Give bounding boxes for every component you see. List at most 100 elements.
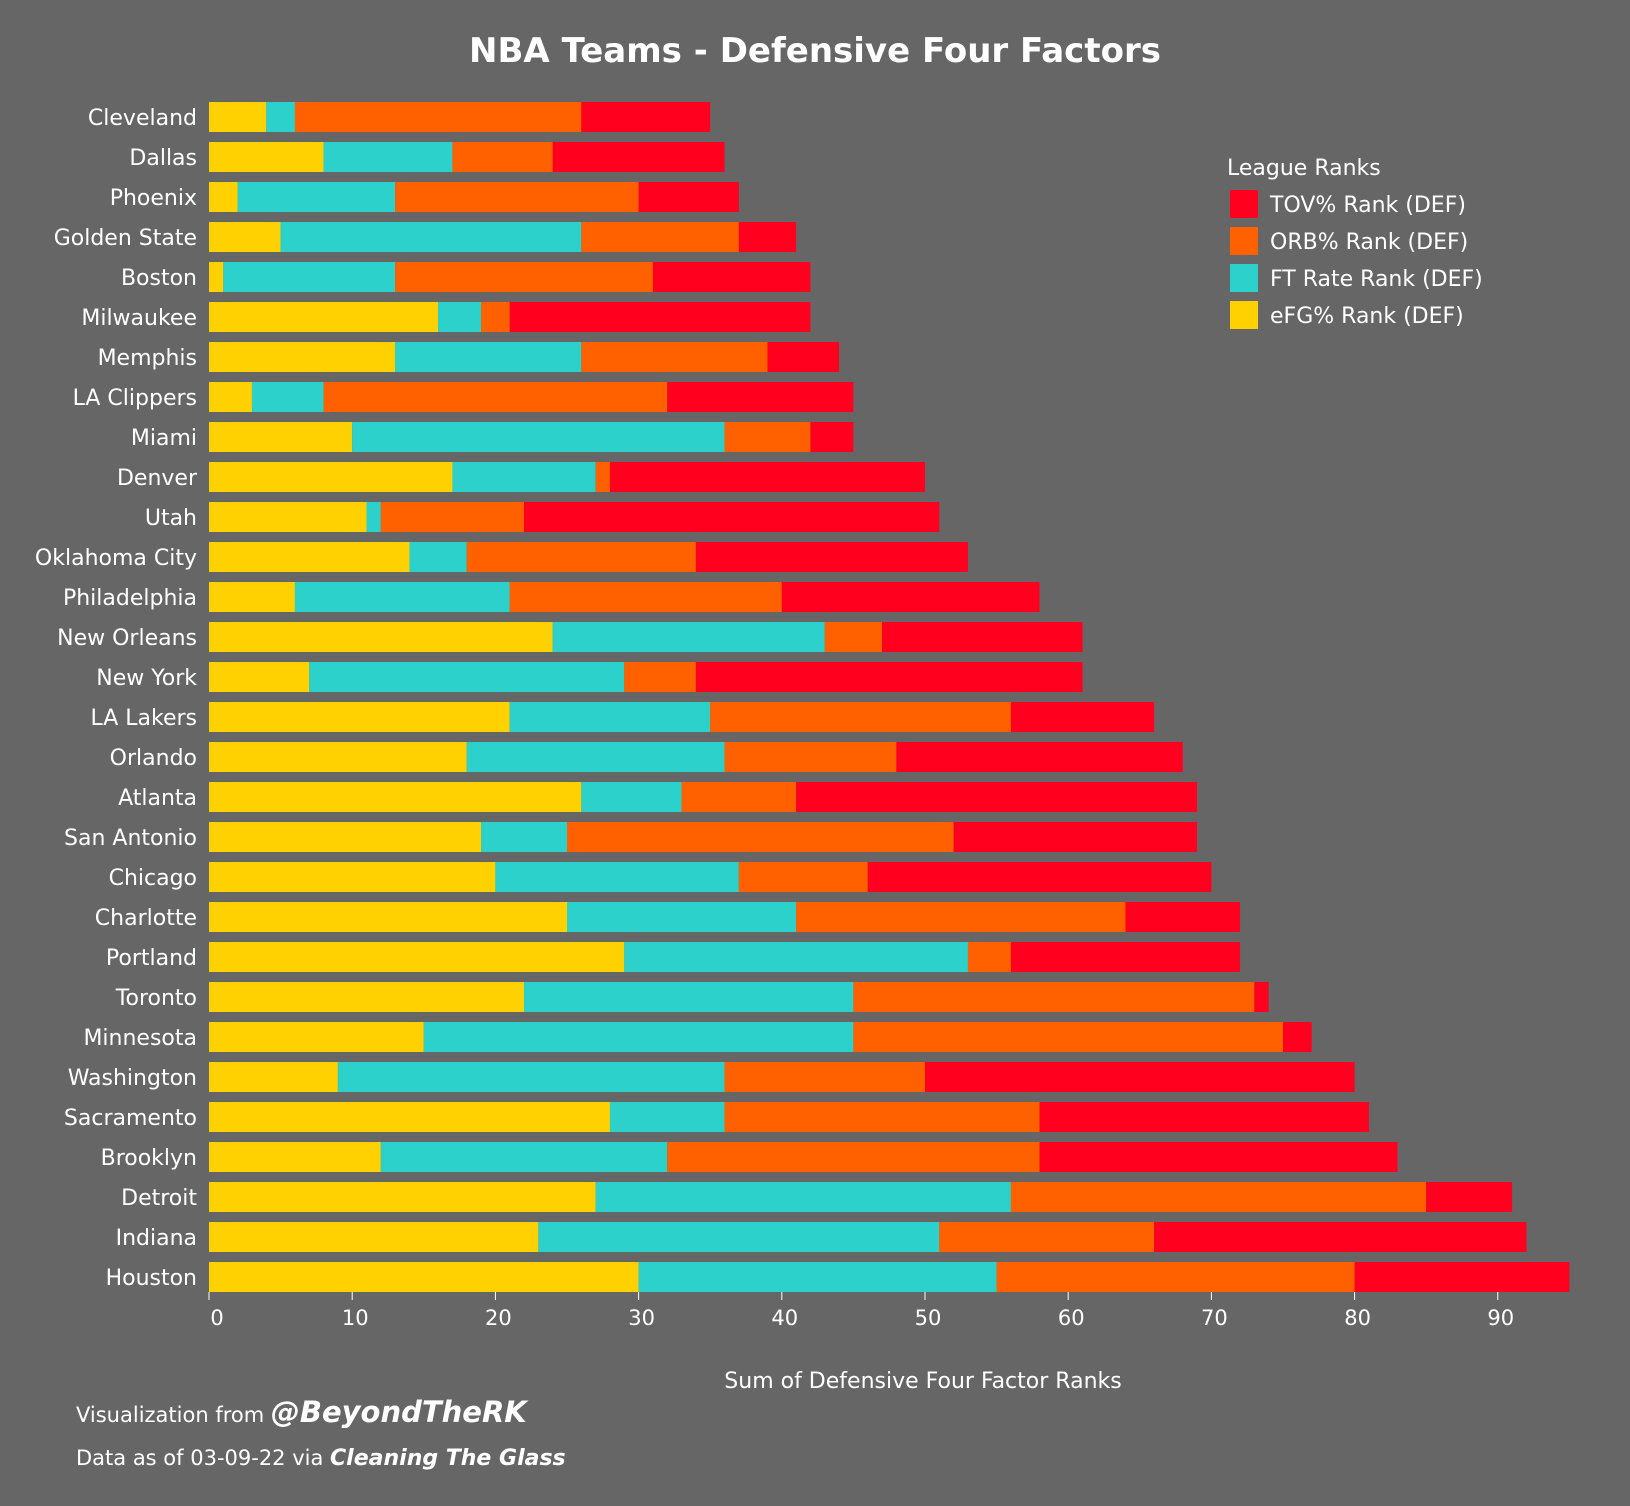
bar-oklahoma-city-tov-rank-def <box>695 542 968 572</box>
bar-chicago-ft-rate-rank-def <box>495 862 739 892</box>
legend-title: League Ranks <box>1227 156 1381 181</box>
bar-atlanta-tov-rank-def <box>796 782 1198 812</box>
bar-san-antonio-ft-rate-rank-def <box>481 822 567 852</box>
category-label-brooklyn: Brooklyn <box>101 1146 197 1171</box>
bar-boston-ft-rate-rank-def <box>223 262 396 292</box>
x-tick-label-50: 50 <box>915 1306 942 1330</box>
bar-chicago-efg-rank-def <box>209 862 496 892</box>
category-label-new-orleans: New Orleans <box>57 626 197 651</box>
bar-brooklyn-ft-rate-rank-def <box>380 1142 668 1172</box>
bar-charlotte-efg-rank-def <box>209 902 567 932</box>
bar-new-york-ft-rate-rank-def <box>309 662 625 692</box>
bar-utah-tov-rank-def <box>524 502 940 532</box>
bar-chicago-orb-rank-def <box>738 862 868 892</box>
bar-cleveland-orb-rank-def <box>294 102 582 132</box>
legend-label-efg-rank-def: eFG% Rank (DEF) <box>1270 304 1464 329</box>
bar-orlando-orb-rank-def <box>724 742 897 772</box>
bar-washington-ft-rate-rank-def <box>337 1062 725 1092</box>
bar-la-lakers-ft-rate-rank-def <box>509 702 711 732</box>
category-label-indiana: Indiana <box>116 1226 197 1251</box>
bar-philadelphia-tov-rank-def <box>781 582 1040 612</box>
bar-boston-tov-rank-def <box>652 262 811 292</box>
bar-denver-orb-rank-def <box>595 462 610 492</box>
category-label-la-lakers: LA Lakers <box>90 706 197 731</box>
bar-memphis-ft-rate-rank-def <box>395 342 582 372</box>
bar-sacramento-tov-rank-def <box>1039 1102 1369 1132</box>
bar-cleveland-tov-rank-def <box>581 102 711 132</box>
bar-orlando-tov-rank-def <box>896 742 1183 772</box>
category-label-minnesota: Minnesota <box>83 1026 197 1051</box>
category-label-san-antonio: San Antonio <box>64 826 197 851</box>
bar-memphis-tov-rank-def <box>767 342 840 372</box>
category-label-chicago: Chicago <box>109 866 197 891</box>
x-tick-label-20: 20 <box>485 1306 512 1330</box>
bar-orlando-ft-rate-rank-def <box>466 742 725 772</box>
credit-line-1-prefix: Visualization from <box>76 1403 271 1427</box>
bar-miami-tov-rank-def <box>810 422 854 452</box>
credit-source: Cleaning The Glass <box>330 1446 566 1471</box>
bar-cleveland-ft-rate-rank-def <box>266 102 295 132</box>
category-label-portland: Portland <box>106 946 197 971</box>
bar-phoenix-efg-rank-def <box>209 182 238 212</box>
bar-atlanta-efg-rank-def <box>209 782 582 812</box>
bar-dallas-efg-rank-def <box>209 142 324 172</box>
x-tick-label-60: 60 <box>1058 1306 1085 1330</box>
chart-title: NBA Teams - Defensive Four Factors <box>469 31 1161 71</box>
bar-washington-tov-rank-def <box>925 1062 1355 1092</box>
bar-minnesota-tov-rank-def <box>1283 1022 1312 1052</box>
bar-milwaukee-tov-rank-def <box>509 302 811 332</box>
bar-brooklyn-efg-rank-def <box>209 1142 381 1172</box>
category-label-orlando: Orlando <box>110 746 197 771</box>
legend-label-ft-rate-rank-def: FT Rate Rank (DEF) <box>1270 267 1483 292</box>
bar-la-clippers-efg-rank-def <box>209 382 252 412</box>
category-label-utah: Utah <box>145 506 197 531</box>
legend-swatch-tov-rank-def <box>1230 190 1258 218</box>
category-label-sacramento: Sacramento <box>64 1106 197 1131</box>
category-label-philadelphia: Philadelphia <box>63 586 197 611</box>
bar-miami-orb-rank-def <box>724 422 811 452</box>
category-label-miami: Miami <box>131 426 197 451</box>
bar-utah-ft-rate-rank-def <box>366 502 381 532</box>
bar-phoenix-ft-rate-rank-def <box>237 182 396 212</box>
bar-san-antonio-tov-rank-def <box>953 822 1198 852</box>
bar-milwaukee-ft-rate-rank-def <box>438 302 482 332</box>
x-tick-label-10: 10 <box>342 1306 369 1330</box>
bar-milwaukee-efg-rank-def <box>209 302 439 332</box>
bar-minnesota-ft-rate-rank-def <box>423 1022 854 1052</box>
bar-la-lakers-efg-rank-def <box>209 702 510 732</box>
bar-phoenix-orb-rank-def <box>395 182 639 212</box>
bar-houston-efg-rank-def <box>209 1262 639 1292</box>
bar-indiana-tov-rank-def <box>1154 1222 1527 1252</box>
bar-detroit-efg-rank-def <box>209 1182 596 1212</box>
x-tick-label-40: 40 <box>771 1306 798 1330</box>
category-label-dallas: Dallas <box>129 146 197 171</box>
bar-golden-state-orb-rank-def <box>581 222 739 252</box>
bar-denver-ft-rate-rank-def <box>452 462 596 492</box>
plot-area <box>209 102 1570 1292</box>
legend-swatch-ft-rate-rank-def <box>1230 264 1258 292</box>
bar-la-clippers-orb-rank-def <box>323 382 668 412</box>
bar-denver-efg-rank-def <box>209 462 453 492</box>
bar-toronto-ft-rate-rank-def <box>524 982 854 1012</box>
bar-oklahoma-city-ft-rate-rank-def <box>409 542 467 572</box>
bar-cleveland-efg-rank-def <box>209 102 267 132</box>
bar-phoenix-tov-rank-def <box>638 182 739 212</box>
bar-golden-state-tov-rank-def <box>738 222 797 252</box>
legend-swatch-efg-rank-def <box>1230 301 1258 329</box>
bar-brooklyn-orb-rank-def <box>667 1142 1040 1172</box>
bar-indiana-efg-rank-def <box>209 1222 539 1252</box>
bar-toronto-tov-rank-def <box>1254 982 1269 1012</box>
bar-philadelphia-ft-rate-rank-def <box>294 582 510 612</box>
bar-dallas-orb-rank-def <box>452 142 553 172</box>
legend-swatch-orb-rank-def <box>1230 227 1258 255</box>
credit-line-2: Data as of 03-09-22 via Cleaning The Gla… <box>76 1446 566 1471</box>
x-axis-title: Sum of Defensive Four Factor Ranks <box>724 1369 1121 1394</box>
bar-boston-orb-rank-def <box>395 262 653 292</box>
bar-portland-tov-rank-def <box>1010 942 1241 972</box>
credit-line-2-prefix: Data as of 03-09-22 via <box>76 1446 330 1470</box>
credit-line-1: Visualization from @BeyondTheRK <box>76 1395 529 1429</box>
bar-new-orleans-tov-rank-def <box>882 622 1083 652</box>
bar-portland-ft-rate-rank-def <box>624 942 968 972</box>
bar-charlotte-orb-rank-def <box>796 902 1126 932</box>
